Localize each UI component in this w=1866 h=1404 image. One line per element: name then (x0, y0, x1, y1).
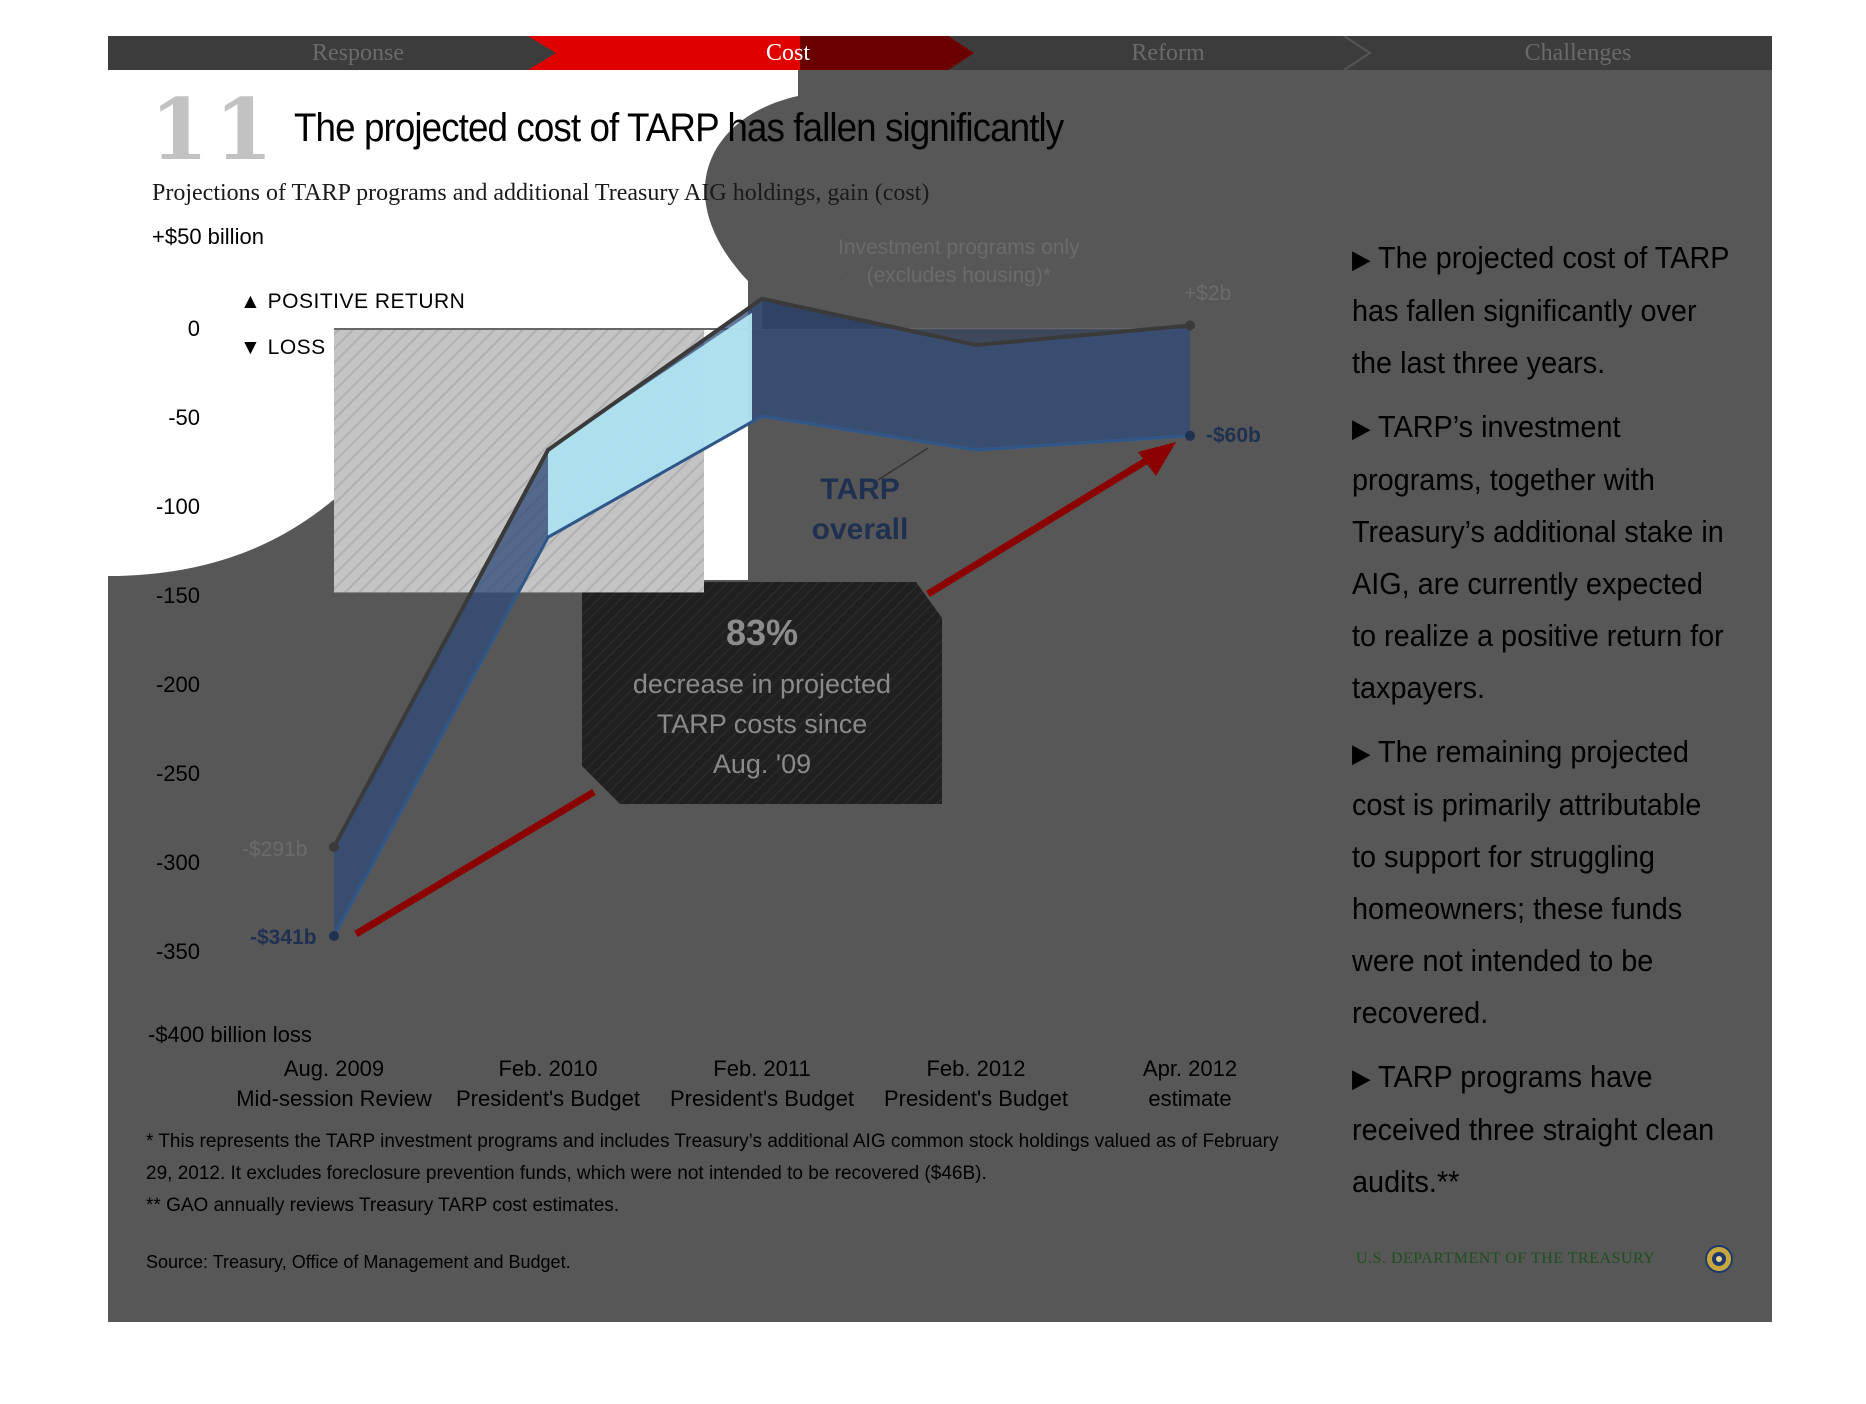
callout-box: 83% decrease in projected TARP costs sin… (582, 582, 942, 804)
investment-label-line2: (excludes housing)* (866, 264, 1052, 287)
play-arrow-icon: ▶ (1352, 244, 1371, 274)
callout-percent: 83% (725, 612, 799, 653)
bullet-text: TARP’s investment programs, together wit… (1352, 409, 1724, 705)
chart-plot (329, 271, 1195, 941)
y-tick-label: -300 (155, 850, 200, 875)
bullet-text: TARP programs have received three straig… (1352, 1059, 1715, 1199)
band-highlight (548, 312, 752, 538)
play-arrow-icon: ▶ (1352, 738, 1371, 768)
footnote-2: ** GAO annually reviews Treasury TARP co… (146, 1195, 620, 1216)
legend-positive: ▲ POSITIVE RETURN (240, 290, 465, 314)
footnote-1-line2: 29, 2012. It excludes foreclosure preven… (146, 1163, 987, 1184)
y-tick-label: -100 (155, 494, 200, 519)
end-investment-label: +$2b (1184, 282, 1232, 305)
callout-line2: TARP costs since (656, 709, 868, 739)
x-tick-label: Aug. 2009 Mid-session Review (229, 1054, 439, 1114)
y-axis-bottom-label: -$400 billion loss (148, 1022, 312, 1047)
bullet-item: ▶ TARP’s investment programs, together wi… (1352, 401, 1733, 714)
x-tick-label-line2: President's Budget (670, 1086, 854, 1111)
start-tarp-label: -$341b (250, 926, 317, 949)
bullet-item: ▶ The projected cost of TARP has fallen s… (1352, 232, 1733, 389)
x-tick-label-line1: Feb. 2011 (713, 1056, 811, 1081)
tarp-series-line-shade (332, 414, 1191, 937)
legend-loss-label: LOSS (267, 336, 326, 359)
footnote-1-line1: * This represents the TARP investment pr… (146, 1131, 1279, 1152)
trend-arrow-lower (354, 788, 596, 938)
investment-label-leader (817, 271, 849, 299)
y-tick-label: -200 (155, 672, 200, 697)
bullet-item: ▶ The remaining projected cost is primari… (1352, 726, 1733, 1039)
callout-text: decrease in projected TARP costs since A… (582, 664, 942, 784)
y-tick-label: -150 (155, 583, 200, 608)
y-tick-label: 0 (187, 316, 200, 341)
tarp-overall-line2: overall (811, 513, 909, 546)
tarp-label-leader (877, 447, 929, 481)
chart-subtitle: Projections of TARP programs and additio… (152, 180, 930, 206)
bullet-list: ▶ The projected cost of TARP has fallen s… (1352, 232, 1762, 1220)
source-note: Source: Treasury, Office of Management a… (146, 1252, 571, 1272)
x-tick-label-line1: Aug. 2009 (283, 1056, 385, 1081)
slide-number: 11 (150, 80, 279, 179)
x-tick-label: Feb. 2012 President's Budget (871, 1054, 1081, 1114)
tarp-overall-label: TARP overall (780, 470, 940, 550)
tarp-start-point (329, 930, 339, 941)
y-tick-label: -50 (168, 405, 200, 430)
treasury-seal-icon (1705, 1245, 1733, 1273)
play-arrow-icon: ▶ (1352, 1063, 1371, 1093)
callout-box-bg (582, 582, 942, 804)
y-tick-label: -350 (155, 939, 200, 964)
department-name: U.S. DEPARTMENT OF THE TREASURY (1356, 1250, 1656, 1267)
bullet-text: The projected cost of TARP has fallen si… (1352, 240, 1729, 380)
x-tick-label: Apr. 2012 estimate (1085, 1054, 1295, 1114)
x-tick-label-line1: Feb. 2012 (926, 1056, 1026, 1081)
x-tick-label: Feb. 2011 President's Budget (657, 1054, 867, 1114)
tab-response[interactable]: Response (312, 40, 404, 66)
tab-challenges[interactable]: Challenges (1524, 40, 1632, 66)
end-tarp-label: -$60b (1206, 424, 1261, 447)
callout-line3: Aug. '09 (712, 749, 812, 779)
x-tick-label-line2: estimate (1148, 1086, 1232, 1111)
x-tick-label: Feb. 2010 President's Budget (443, 1054, 653, 1114)
start-investment-label: -$291b (242, 838, 308, 861)
bullet-text: The remaining projected cost is primaril… (1352, 734, 1702, 1030)
legend-loss: ▼ LOSS (240, 336, 326, 360)
investment-label-line1: Investment programs only (838, 236, 1080, 259)
y-axis-top-label: +$50 billion (152, 224, 264, 249)
x-tick-label-line2: President's Budget (456, 1086, 640, 1111)
tarp-overall-line1: TARP (820, 473, 900, 506)
tarp-end-point (1185, 430, 1195, 441)
tab-reform[interactable]: Reform (1131, 40, 1205, 66)
investment-end-point (1185, 320, 1195, 331)
x-tick-label-line2: Mid-session Review (236, 1086, 432, 1111)
trend-arrow-upper (926, 453, 1156, 597)
tab-cost[interactable]: Cost (765, 40, 810, 66)
investment-programs-label: Investment programs only (excludes housi… (838, 234, 1080, 290)
x-tick-label-line1: Feb. 2010 (498, 1056, 598, 1081)
callout-line1: decrease in projected (632, 669, 892, 699)
bullet-item: ▶ TARP programs have received three strai… (1352, 1051, 1733, 1208)
triangle-up-icon: ▲ (240, 290, 262, 313)
triangle-down-icon: ▼ (240, 336, 262, 359)
x-tick-label-line2: President's Budget (884, 1086, 1068, 1111)
investment-start-point (329, 841, 339, 852)
investment-series-line (332, 296, 1191, 848)
slide: Response Cost Reform Challenges 11 The p… (108, 36, 1772, 1322)
x-tick-label-line1: Apr. 2012 (1142, 1056, 1238, 1081)
slide-title: The projected cost of TARP has fallen si… (294, 106, 1064, 150)
legend-positive-label: POSITIVE RETURN (267, 290, 466, 313)
play-arrow-icon: ▶ (1352, 413, 1371, 443)
y-tick-label: -250 (155, 761, 200, 786)
trend-arrowhead (1138, 442, 1176, 476)
